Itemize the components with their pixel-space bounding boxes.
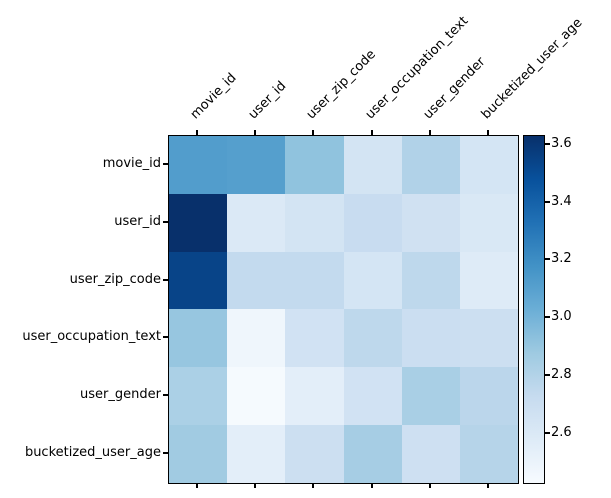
heatmap-cell	[343, 309, 402, 368]
heatmap-cell	[227, 425, 286, 483]
x-axis-tick-label: user_id	[245, 78, 290, 123]
y-tick-mark	[163, 278, 168, 281]
x-tick-mark	[428, 483, 431, 488]
x-tick-mark	[486, 130, 489, 135]
y-axis-tick-label: user_zip_code	[69, 271, 161, 287]
heatmap-cell	[169, 367, 228, 426]
y-axis-tick-label: user_occupation_text	[22, 329, 161, 345]
x-tick-mark	[370, 130, 373, 135]
x-tick-mark	[312, 483, 315, 488]
heatmap-cell	[169, 309, 228, 368]
x-tick-mark	[196, 483, 199, 488]
y-tick-mark	[163, 394, 168, 397]
heatmap-cell	[285, 367, 344, 426]
y-axis-tick-label: movie_id	[102, 155, 161, 171]
heatmap-cell	[343, 251, 402, 310]
colorbar-tick-label: 3.6	[551, 135, 572, 151]
x-tick-mark	[196, 130, 199, 135]
colorbar-tick-label: 3.2	[551, 251, 572, 267]
heatmap-cell	[459, 251, 518, 310]
x-tick-mark	[486, 483, 489, 488]
colorbar-tick-mark	[545, 142, 550, 145]
y-axis-tick-label: bucketized_user_age	[24, 445, 161, 461]
x-tick-mark	[312, 130, 315, 135]
heatmap-cell	[459, 193, 518, 252]
colorbar-tick-mark	[545, 258, 550, 261]
heatmap-cell	[401, 309, 460, 368]
heatmap-cell	[401, 367, 460, 426]
heatmap-cell	[285, 193, 344, 252]
x-axis-tick-label: user_occupation_text	[362, 13, 471, 123]
heatmap-cell	[459, 309, 518, 368]
colorbar-tick-label: 3.0	[551, 309, 572, 325]
colorbar-tick-label: 2.6	[551, 424, 572, 440]
heatmap-cell	[227, 251, 286, 310]
heatmap-cell	[401, 193, 460, 252]
heatmap-cell	[343, 136, 402, 194]
heatmap-cell	[169, 251, 228, 310]
heatmap-cell	[401, 425, 460, 483]
x-tick-mark	[254, 130, 257, 135]
colorbar-tick-mark	[545, 316, 550, 319]
colorbar-tick-label: 2.8	[551, 367, 572, 382]
y-tick-mark	[163, 452, 168, 455]
y-axis-tick-label: user_id	[114, 213, 161, 229]
heatmap-cell	[285, 136, 344, 194]
heatmap-cell	[285, 309, 344, 368]
heatmap-cell	[401, 251, 460, 310]
x-axis-tick-label: movie_id	[187, 70, 240, 123]
heatmap-cell	[169, 136, 228, 194]
x-tick-mark	[428, 130, 431, 135]
colorbar-tick-mark	[545, 200, 550, 203]
y-axis-tick-label: user_gender	[80, 387, 161, 403]
y-tick-mark	[163, 162, 168, 165]
colorbar-tick-mark	[545, 431, 550, 434]
heatmap-plot-area	[168, 135, 519, 484]
heatmap-cell	[227, 193, 286, 252]
heatmap-cell	[459, 136, 518, 194]
x-tick-mark	[370, 483, 373, 488]
heatmap-cell	[401, 136, 460, 194]
colorbar-tick-label: 3.4	[551, 193, 572, 209]
x-axis-tick-label: bucketized_user_age	[478, 15, 586, 123]
heatmap-cell	[227, 367, 286, 426]
heatmap-cell	[227, 309, 286, 368]
heatmap-cell	[169, 425, 228, 483]
heatmap-cell	[285, 425, 344, 483]
heatmap-cell	[459, 367, 518, 426]
colorbar	[523, 135, 545, 484]
y-tick-mark	[163, 336, 168, 339]
heatmap-cell	[285, 251, 344, 310]
colorbar-tick-mark	[545, 374, 550, 376]
y-tick-mark	[163, 220, 168, 223]
heatmap-cell	[343, 193, 402, 252]
heatmap-cell	[459, 425, 518, 483]
heatmap-cell	[343, 367, 402, 426]
heatmap-cell	[227, 136, 286, 194]
heatmap-cell	[343, 425, 402, 483]
x-tick-mark	[254, 483, 257, 488]
heatmap-cell	[169, 193, 228, 252]
